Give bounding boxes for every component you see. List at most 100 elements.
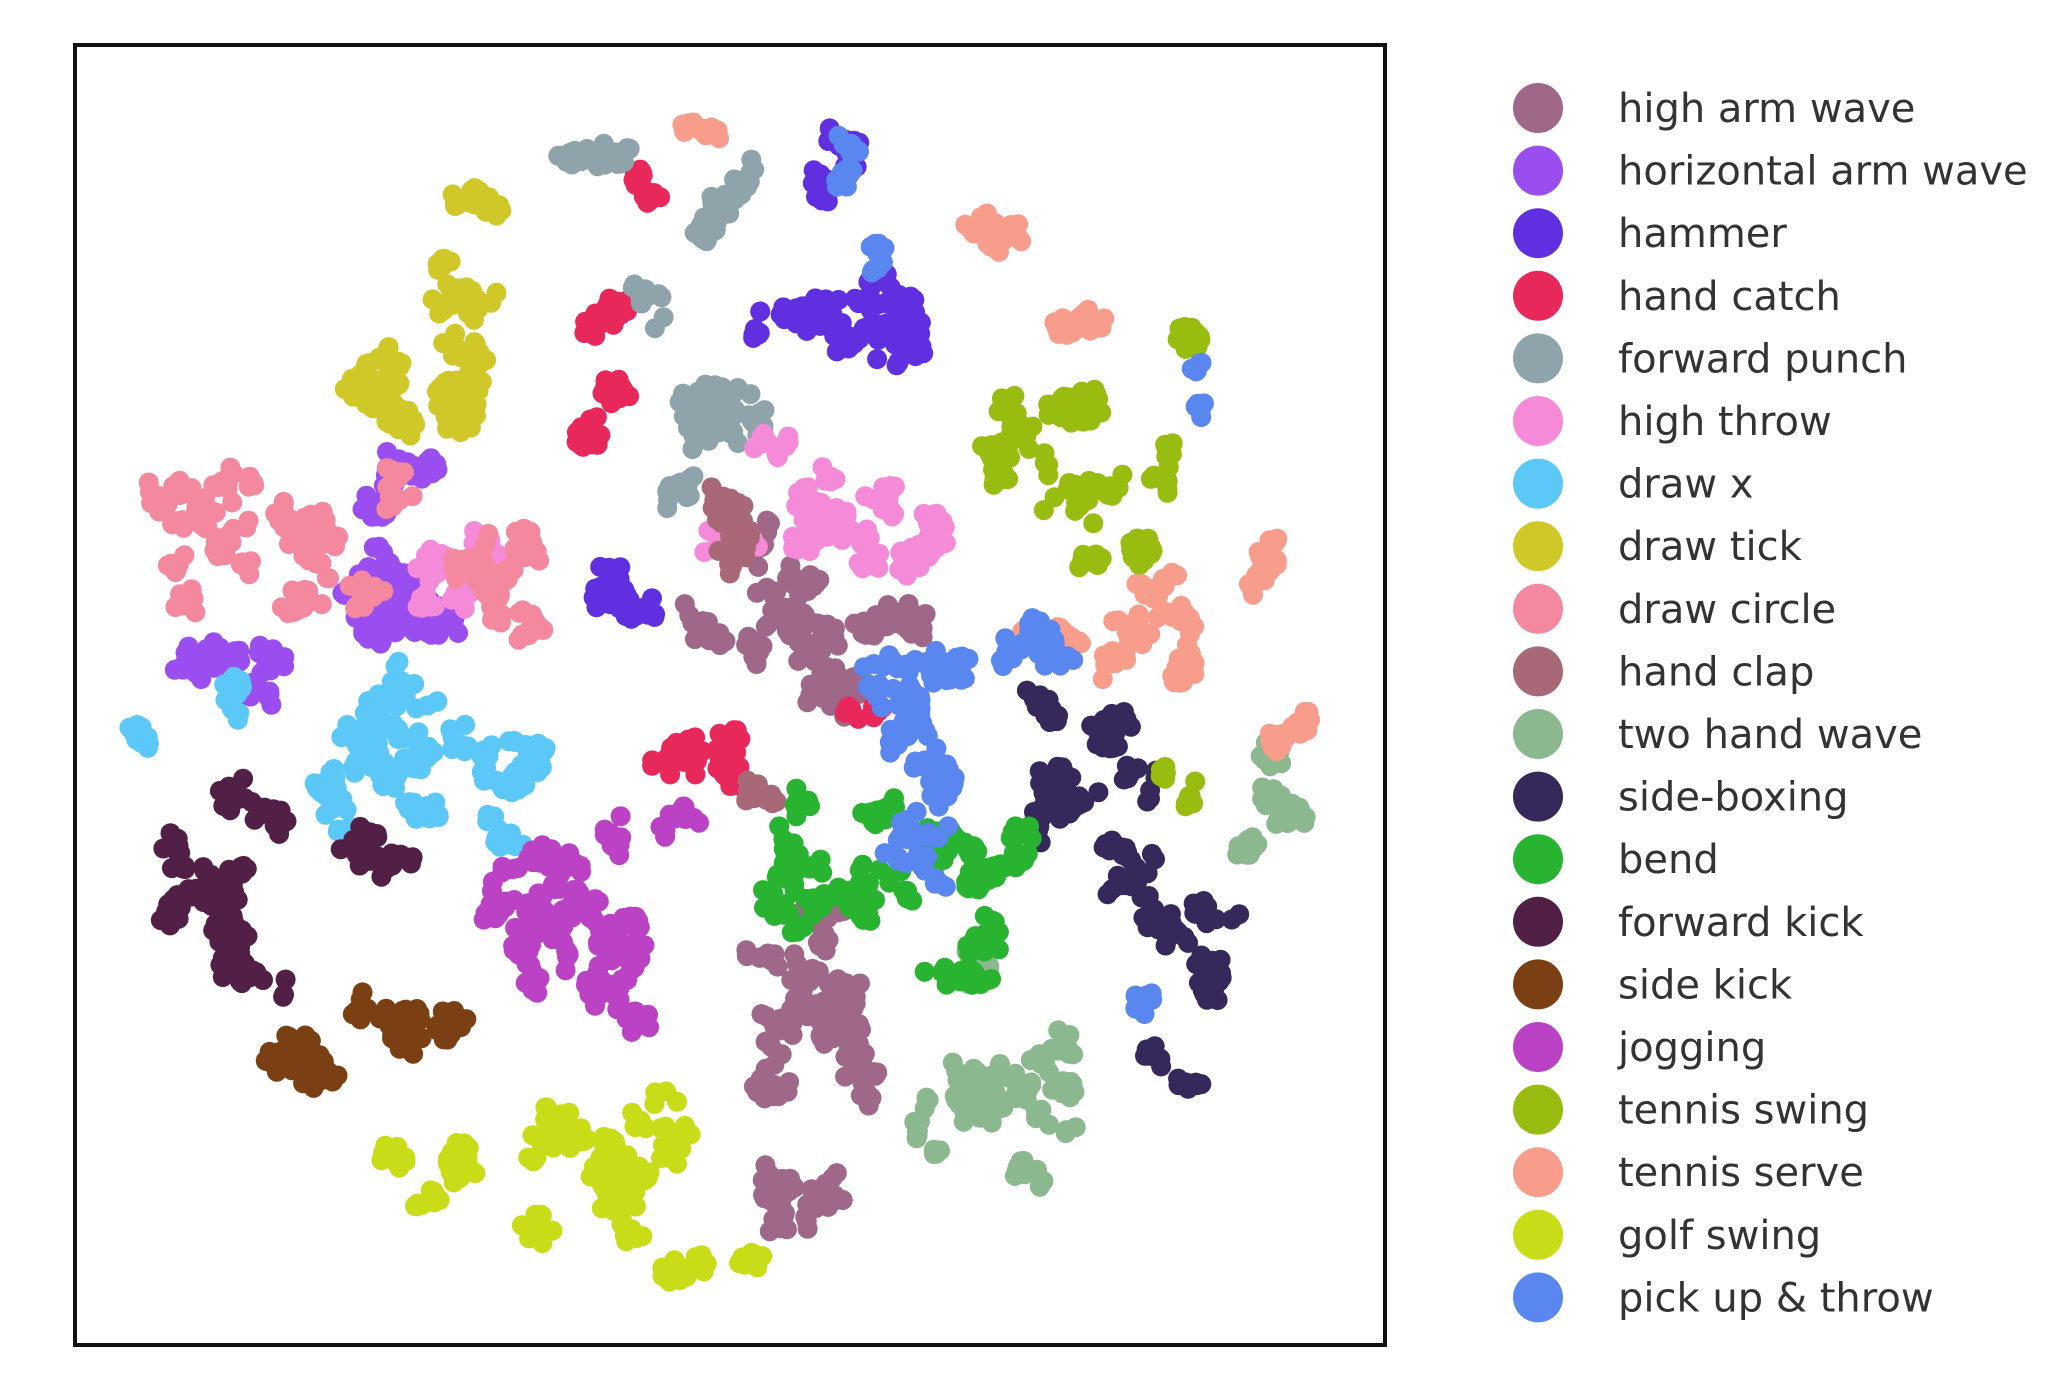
scatter-point <box>1172 672 1193 692</box>
scatter-point <box>824 325 845 346</box>
scatter-point <box>455 714 476 735</box>
scatter-point <box>753 880 773 901</box>
legend-label: golf swing <box>1618 1213 1821 1259</box>
scatter-point <box>1298 701 1319 722</box>
scatter-point <box>1178 1078 1199 1099</box>
scatter-point <box>1065 1117 1086 1138</box>
legend-marker <box>1513 646 1563 697</box>
scatter-point <box>522 979 543 1000</box>
scatter-point <box>899 296 919 317</box>
scatter-point <box>178 636 199 657</box>
scatter-point <box>1008 412 1029 433</box>
legend-item: draw x <box>1513 458 1753 509</box>
scatter-point <box>840 1030 861 1051</box>
scatter-point <box>743 327 764 348</box>
scatter-point <box>935 961 956 982</box>
legend-label: side kick <box>1618 962 1793 1008</box>
legend-label: jogging <box>1617 1025 1766 1071</box>
scatter-point <box>485 832 506 853</box>
legend-marker <box>1513 583 1563 634</box>
legend-label: tennis swing <box>1618 1088 1869 1134</box>
scatter-point <box>588 935 609 956</box>
scatter-point <box>782 1024 803 1045</box>
scatter-point <box>127 715 147 735</box>
scatter-point <box>883 285 904 306</box>
legend-label: high arm wave <box>1618 86 1915 132</box>
scatter-point <box>739 527 760 548</box>
legend-label: hand clap <box>1618 649 1814 695</box>
scatter-point <box>490 612 511 633</box>
scatter-point <box>790 984 811 1005</box>
scatter-point <box>1095 834 1116 855</box>
scatter-point <box>1185 396 1206 417</box>
scatter-point <box>1094 308 1115 329</box>
scatter-point <box>990 1054 1010 1074</box>
legend-marker <box>1513 1209 1563 1260</box>
scatter-point <box>298 1029 319 1050</box>
scatter-point <box>837 701 858 722</box>
scatter-point <box>634 1170 655 1190</box>
scatter-point <box>443 1141 464 1162</box>
scatter-point <box>880 866 900 887</box>
scatter-point <box>855 619 876 640</box>
scatter-point <box>813 303 833 323</box>
legend-marker <box>1513 896 1563 947</box>
legend-item: hand clap <box>1513 646 1814 697</box>
legend-marker <box>1513 521 1563 572</box>
scatter-point <box>1155 572 1176 593</box>
scatter-point <box>1033 500 1054 521</box>
legend-item: side kick <box>1513 959 1793 1010</box>
scatter-point <box>389 1157 410 1178</box>
scatter-point <box>138 472 159 493</box>
series-tennis-swing <box>972 317 1211 817</box>
scatter-point <box>525 755 546 775</box>
scatter-point <box>1073 411 1094 432</box>
scatter-point <box>1126 573 1147 594</box>
scatter-point <box>1019 816 1040 837</box>
scatter-point <box>407 1193 428 1214</box>
scatter-point <box>888 695 909 716</box>
scatter-point <box>802 505 823 526</box>
scatter-point <box>1016 680 1037 701</box>
scatter-point <box>552 1130 573 1151</box>
scatter-point <box>518 624 539 644</box>
scatter-point <box>938 816 959 837</box>
scatter-point <box>512 600 533 621</box>
scatter-point <box>935 876 956 897</box>
scatter-point <box>615 938 636 958</box>
scatter-point <box>813 992 834 1013</box>
scatter-point <box>1137 791 1158 812</box>
scatter-point <box>1259 530 1280 551</box>
legend-item: pick up & throw <box>1513 1272 1934 1323</box>
scatter-point <box>835 1066 856 1087</box>
scatter-point <box>809 935 830 956</box>
scatter-point <box>209 780 230 801</box>
scatter-point <box>443 1011 464 1032</box>
scatter-point <box>610 806 631 827</box>
scatter-point <box>227 709 248 730</box>
scatter-point <box>258 687 279 708</box>
scatter-point <box>898 594 919 614</box>
scatter-point <box>346 596 366 617</box>
scatter-point <box>826 1017 847 1037</box>
scatter-point <box>829 886 850 907</box>
scatter-point <box>962 1091 983 1112</box>
scatter-point <box>635 1118 656 1139</box>
scatter-point <box>595 950 616 971</box>
plot-frame <box>73 43 1387 1347</box>
scatter-point <box>371 866 392 887</box>
scatter-point <box>757 948 777 968</box>
scatter-point <box>774 1076 795 1097</box>
scatter-point <box>590 425 611 446</box>
scatter-point <box>279 534 299 554</box>
scatter-point <box>754 897 774 918</box>
scatter-point <box>674 594 695 615</box>
scatter-point <box>1090 547 1111 568</box>
scatter-point <box>777 858 798 879</box>
scatter-point <box>384 564 405 585</box>
legend-item: draw tick <box>1513 521 1803 572</box>
scatter-point <box>417 451 438 472</box>
scatter-point <box>751 1004 772 1025</box>
scatter-point <box>223 666 244 687</box>
